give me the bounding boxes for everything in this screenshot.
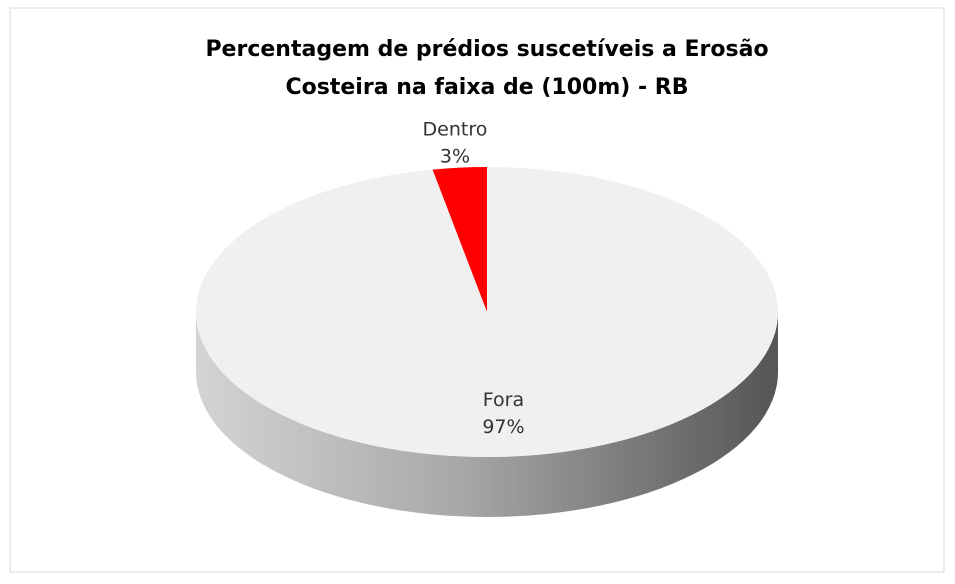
- pie-slice: [432, 167, 487, 312]
- pie-side: [196, 312, 778, 517]
- chart-title: Percentagem de prédios suscetíveis a Ero…: [205, 37, 768, 62]
- slice-label: Dentro: [423, 119, 488, 141]
- slice-value-label: 97%: [482, 416, 524, 438]
- slice-label: Fora: [483, 389, 524, 411]
- chart-title: Costeira na faixa de (100m) - RB: [286, 75, 689, 100]
- pie-slice: [195, 167, 778, 457]
- slice-value-label: 3%: [440, 146, 470, 168]
